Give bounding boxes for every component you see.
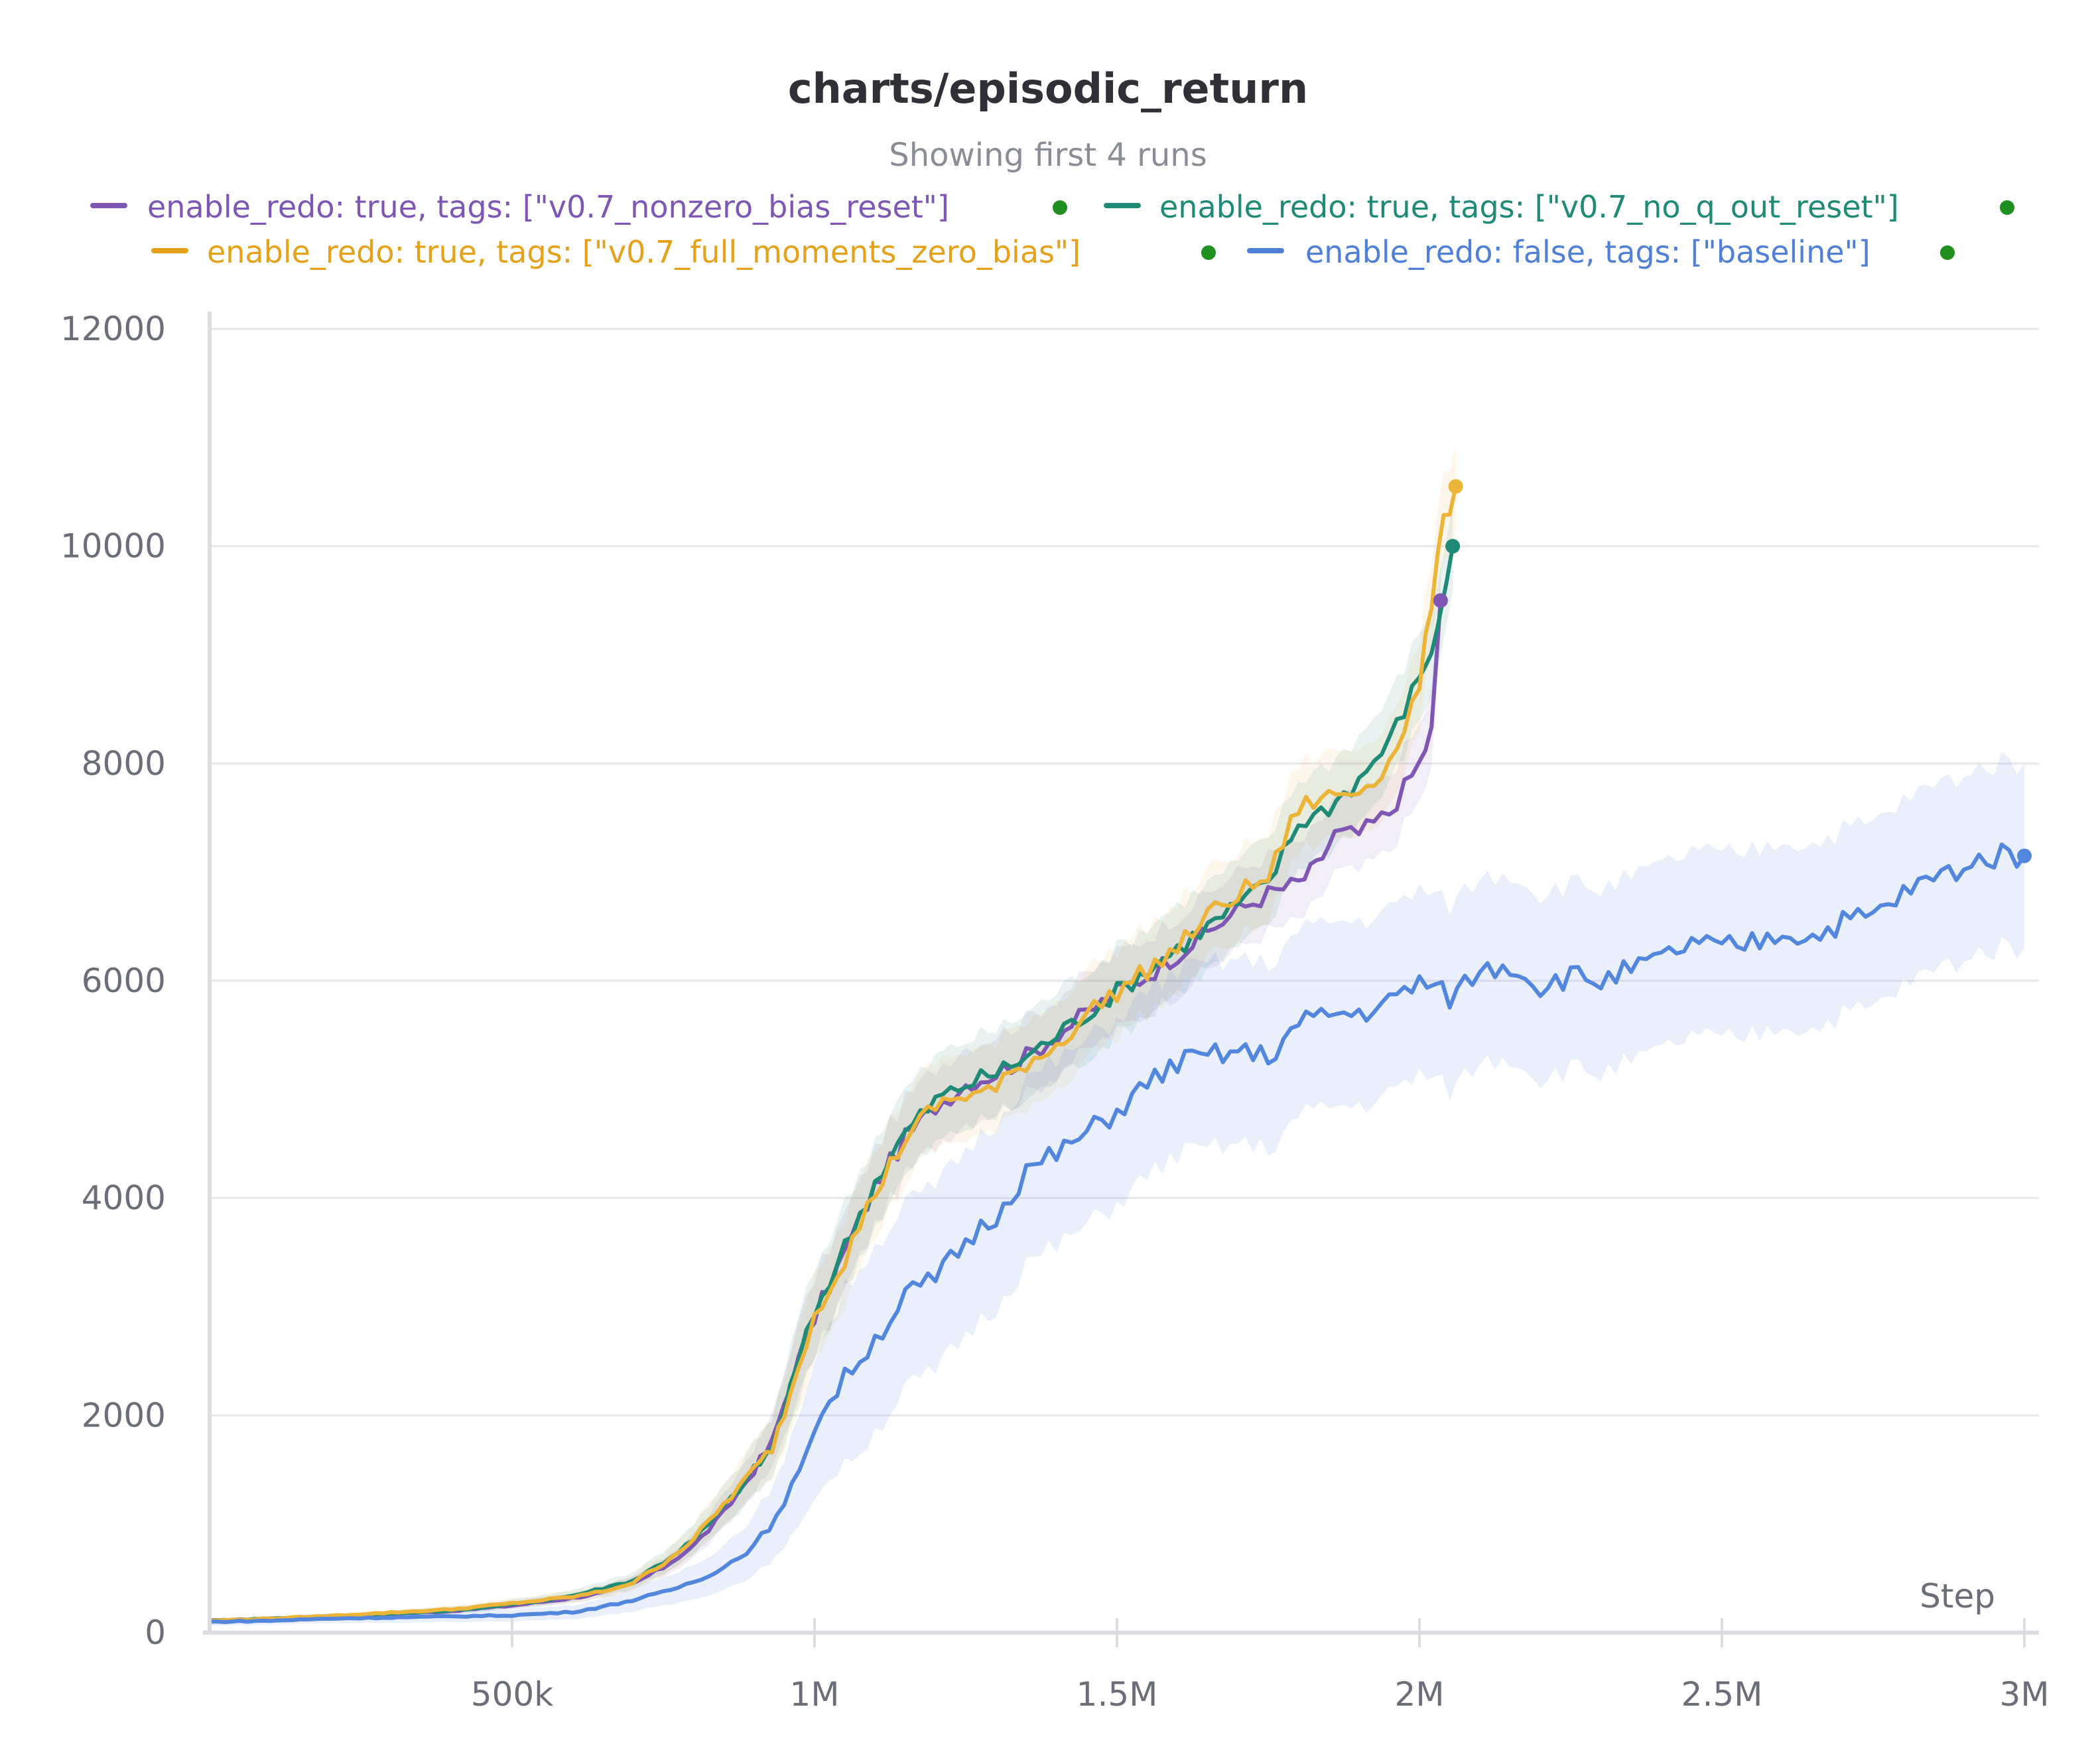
series-lines xyxy=(209,485,2026,1624)
series-endpoint[interactable] xyxy=(2017,848,2032,863)
gridlines xyxy=(210,328,2039,1417)
y-tick-label: 10000 xyxy=(60,527,166,566)
y-tick-label: 4000 xyxy=(82,1179,166,1218)
series-band xyxy=(210,752,2024,1626)
legend-item[interactable]: enable_redo: true, tags: ["v0.7_nonzero_… xyxy=(90,189,1067,225)
series-endpoint[interactable] xyxy=(1448,479,1463,494)
legend-item[interactable]: enable_redo: true, tags: ["v0.7_full_mom… xyxy=(151,234,1216,270)
series-bands xyxy=(210,443,2024,1626)
legend-label: enable_redo: true, tags: ["v0.7_no_q_out… xyxy=(1159,189,1899,225)
y-tick-label: 12000 xyxy=(60,310,166,348)
x-tick-label: 500k xyxy=(471,1675,553,1714)
series-endpoint[interactable] xyxy=(1445,538,1461,554)
chart-title: charts/episodic_return xyxy=(788,64,1308,113)
y-tick-label: 0 xyxy=(145,1613,166,1652)
y-axis-ticks: 0 2000 4000 6000 8000 10000 12000 xyxy=(60,310,166,1652)
legend-label: enable_redo: true, tags: ["v0.7_nonzero_… xyxy=(147,189,949,225)
x-tick-label: 1M xyxy=(790,1675,840,1714)
y-tick-label: 2000 xyxy=(82,1396,166,1434)
run-status-dot xyxy=(1053,200,1067,215)
x-axis-ticks: 500k 1M 1.5M 2M 2.5M 3M xyxy=(471,1618,2050,1714)
run-status-dot xyxy=(1201,245,1216,260)
run-status-dot xyxy=(2000,200,2014,215)
legend: enable_redo: true, tags: ["v0.7_nonzero_… xyxy=(90,189,2014,270)
legend-item[interactable]: enable_redo: true, tags: ["v0.7_no_q_out… xyxy=(1104,189,2014,225)
x-tick-label: 1.5M xyxy=(1077,1675,1158,1714)
legend-item[interactable]: enable_redo: false, tags: ["baseline"] xyxy=(1247,234,1955,270)
series-endpoint[interactable] xyxy=(1433,593,1448,608)
legend-label: enable_redo: true, tags: ["v0.7_full_mom… xyxy=(207,234,1081,270)
series-endpoints xyxy=(1433,479,2032,863)
x-axis-label: Step xyxy=(1920,1577,1995,1615)
axes xyxy=(203,312,2039,1635)
chart-subtitle: Showing first 4 runs xyxy=(889,137,1207,174)
y-tick-label: 6000 xyxy=(82,962,166,1000)
y-tick-label: 8000 xyxy=(82,744,166,783)
x-tick-label: 2M xyxy=(1395,1675,1445,1714)
run-status-dot xyxy=(1940,245,1955,260)
x-tick-label: 2.5M xyxy=(1681,1675,1763,1714)
series-line[interactable] xyxy=(209,842,2026,1624)
x-tick-label: 3M xyxy=(2000,1675,2050,1714)
legend-label: enable_redo: false, tags: ["baseline"] xyxy=(1305,234,1870,270)
series-line[interactable] xyxy=(209,485,1458,1623)
